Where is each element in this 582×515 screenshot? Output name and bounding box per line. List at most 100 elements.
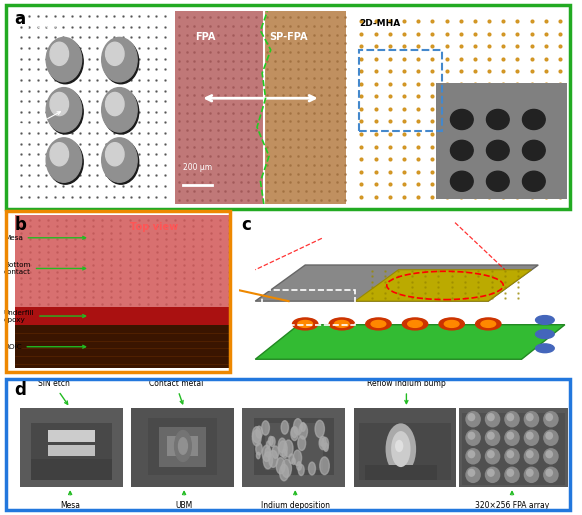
Ellipse shape xyxy=(506,413,514,421)
Text: FPA: FPA xyxy=(195,32,215,42)
Ellipse shape xyxy=(467,450,475,458)
Text: Indium deposition: Indium deposition xyxy=(261,491,330,509)
Bar xyxy=(359,423,451,480)
Circle shape xyxy=(105,93,124,115)
Circle shape xyxy=(297,462,301,470)
Circle shape xyxy=(523,140,545,161)
Ellipse shape xyxy=(395,440,403,452)
Bar xyxy=(48,445,95,456)
Ellipse shape xyxy=(545,432,553,440)
Circle shape xyxy=(105,42,124,65)
Ellipse shape xyxy=(485,411,501,427)
Circle shape xyxy=(439,318,464,330)
Circle shape xyxy=(402,318,428,330)
Ellipse shape xyxy=(526,413,534,421)
Circle shape xyxy=(335,320,349,328)
Ellipse shape xyxy=(504,467,520,483)
Circle shape xyxy=(535,330,554,338)
Circle shape xyxy=(48,39,83,84)
Circle shape xyxy=(268,436,273,445)
Text: Top view: Top view xyxy=(130,222,179,232)
Text: Bottom
contact: Bottom contact xyxy=(3,262,86,275)
Ellipse shape xyxy=(467,469,475,477)
Circle shape xyxy=(371,320,386,328)
Ellipse shape xyxy=(485,448,501,465)
Circle shape xyxy=(329,318,354,330)
Text: SP-FPA: SP-FPA xyxy=(269,32,307,42)
Polygon shape xyxy=(255,325,565,359)
Circle shape xyxy=(103,90,139,134)
Circle shape xyxy=(320,457,329,475)
Circle shape xyxy=(50,42,69,65)
Text: UBM: UBM xyxy=(175,491,193,509)
Ellipse shape xyxy=(543,448,559,465)
Circle shape xyxy=(256,426,262,438)
Ellipse shape xyxy=(467,432,475,440)
Text: b: b xyxy=(15,216,26,234)
Ellipse shape xyxy=(466,430,481,446)
Ellipse shape xyxy=(526,450,534,458)
Circle shape xyxy=(278,438,286,453)
Ellipse shape xyxy=(504,411,520,427)
Circle shape xyxy=(481,320,496,328)
Ellipse shape xyxy=(466,467,481,483)
Text: Contact metal: Contact metal xyxy=(148,380,203,404)
Circle shape xyxy=(282,459,292,477)
Polygon shape xyxy=(255,265,538,301)
Ellipse shape xyxy=(504,448,520,465)
Text: Reflow indium bump: Reflow indium bump xyxy=(367,380,446,404)
Circle shape xyxy=(257,452,260,459)
Ellipse shape xyxy=(487,432,495,440)
Bar xyxy=(298,423,323,470)
Bar xyxy=(365,465,437,480)
Circle shape xyxy=(322,437,328,450)
Circle shape xyxy=(102,88,137,132)
Bar xyxy=(243,408,345,487)
Ellipse shape xyxy=(487,469,495,477)
Ellipse shape xyxy=(524,448,540,465)
Text: IL pattern: IL pattern xyxy=(22,21,63,30)
Circle shape xyxy=(50,143,69,166)
Bar xyxy=(265,423,290,470)
Text: c: c xyxy=(242,216,251,234)
Circle shape xyxy=(408,320,423,328)
Text: 2D-MHA: 2D-MHA xyxy=(359,19,400,28)
Ellipse shape xyxy=(485,467,501,483)
Bar xyxy=(254,418,334,475)
Ellipse shape xyxy=(506,450,514,458)
Circle shape xyxy=(255,443,262,455)
Circle shape xyxy=(450,140,473,161)
Circle shape xyxy=(253,427,261,443)
Ellipse shape xyxy=(545,450,553,458)
Ellipse shape xyxy=(524,430,540,446)
Circle shape xyxy=(103,39,139,84)
Circle shape xyxy=(289,454,294,464)
Circle shape xyxy=(523,109,545,130)
Ellipse shape xyxy=(506,469,514,477)
Ellipse shape xyxy=(545,469,553,477)
Circle shape xyxy=(319,436,327,450)
Ellipse shape xyxy=(543,411,559,427)
Bar xyxy=(31,423,112,459)
Circle shape xyxy=(284,440,293,457)
Bar xyxy=(132,408,234,487)
Circle shape xyxy=(262,445,271,461)
Bar xyxy=(20,408,123,487)
Circle shape xyxy=(102,38,137,82)
Circle shape xyxy=(487,171,509,192)
Bar xyxy=(168,436,198,456)
Circle shape xyxy=(450,171,473,192)
Text: Mesa: Mesa xyxy=(3,235,86,241)
Ellipse shape xyxy=(526,469,534,477)
Circle shape xyxy=(315,420,324,438)
Circle shape xyxy=(46,138,81,182)
Text: a: a xyxy=(15,10,26,28)
Ellipse shape xyxy=(543,467,559,483)
Circle shape xyxy=(293,419,302,435)
Bar xyxy=(459,408,567,487)
Circle shape xyxy=(293,450,301,466)
Circle shape xyxy=(291,426,299,440)
Ellipse shape xyxy=(391,431,410,467)
Bar xyxy=(31,459,112,480)
Circle shape xyxy=(253,430,261,446)
